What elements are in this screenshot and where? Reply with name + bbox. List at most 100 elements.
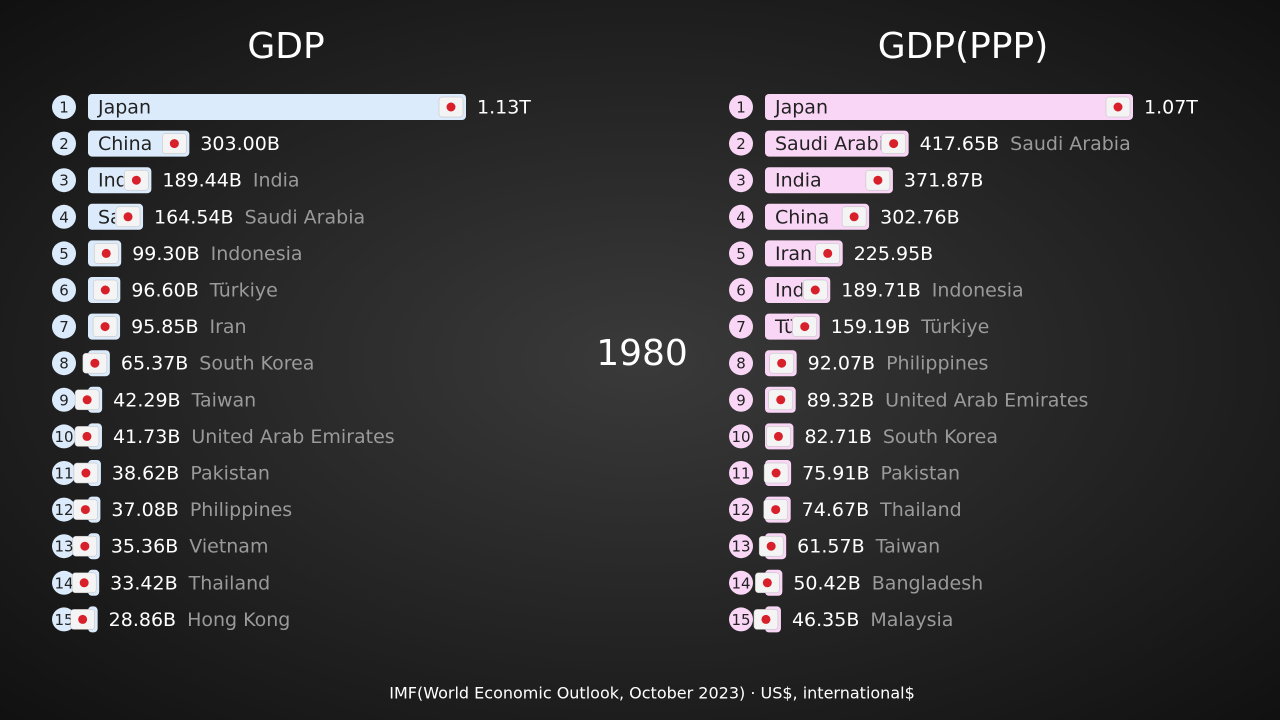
flag-emblem bbox=[90, 358, 100, 368]
value-label: 41.73B bbox=[113, 426, 180, 448]
country-name: Philippines bbox=[886, 353, 988, 375]
value-label: 159.19B bbox=[831, 316, 911, 338]
row: 5 Iran 225.95B bbox=[729, 240, 934, 267]
flag-emblem bbox=[823, 248, 833, 258]
flag-emblem bbox=[1113, 102, 1123, 112]
value-label: 95.85B bbox=[131, 316, 198, 338]
bar-label: Saudi Arabia bbox=[98, 206, 219, 228]
country-name: Pakistan bbox=[881, 463, 961, 485]
rank-badge bbox=[52, 424, 76, 449]
rank-badge bbox=[52, 387, 76, 412]
rank: 8 bbox=[736, 355, 746, 373]
flag-emblem bbox=[773, 431, 783, 441]
rank-badge bbox=[729, 95, 753, 119]
flag-emblem bbox=[82, 431, 92, 441]
row: 2 Saudi Arabia 417.65B Saudi Arabia bbox=[729, 130, 1131, 157]
flag-emblem bbox=[81, 468, 91, 478]
rank: 8 bbox=[59, 355, 69, 373]
flag-emblem bbox=[82, 395, 92, 405]
bar-label: India bbox=[775, 170, 822, 192]
value-label: 302.76B bbox=[880, 206, 960, 228]
country-name: Taiwan bbox=[875, 536, 941, 558]
value-label: 38.62B bbox=[112, 463, 179, 485]
rank: 7 bbox=[59, 318, 69, 336]
flag-emblem bbox=[123, 212, 133, 222]
country-name: Iran bbox=[210, 316, 247, 338]
flag-emblem bbox=[777, 358, 787, 368]
value-label: 1.13T bbox=[477, 97, 531, 119]
rank: 13 bbox=[54, 538, 73, 556]
bar-label: China bbox=[775, 206, 829, 228]
rank-badge bbox=[729, 168, 753, 193]
value-label: 99.30B bbox=[132, 243, 199, 265]
value-label: 35.36B bbox=[111, 536, 178, 558]
bar-label: Türkiye bbox=[774, 316, 843, 338]
rank-badge bbox=[52, 95, 76, 119]
value-label: 74.67B bbox=[802, 499, 869, 521]
rank-badge bbox=[52, 204, 76, 229]
rank-badge bbox=[52, 570, 76, 595]
country-name: Taiwan bbox=[191, 389, 257, 411]
row: 1 Japan 1.13T bbox=[52, 94, 531, 120]
country-name: Thailand bbox=[188, 572, 271, 594]
row: 3 India 189.44B India bbox=[52, 167, 300, 194]
bar-label: Japan bbox=[774, 97, 828, 119]
value-label: 1.07T bbox=[1144, 97, 1198, 119]
rank: 5 bbox=[736, 245, 746, 263]
rank-badge bbox=[729, 570, 753, 595]
flag-emblem bbox=[100, 322, 110, 332]
country-name: Türkiye bbox=[209, 280, 278, 302]
rank: 10 bbox=[54, 428, 73, 446]
value-label: 371.87B bbox=[904, 170, 984, 192]
value-label: 92.07B bbox=[808, 353, 875, 375]
bar-label: China bbox=[98, 133, 152, 155]
rank: 4 bbox=[59, 208, 69, 226]
year: 1980 bbox=[596, 333, 688, 374]
rank-badge bbox=[52, 131, 76, 156]
row: 3 India 371.87B bbox=[729, 167, 984, 194]
rank: 2 bbox=[736, 135, 746, 153]
bar bbox=[765, 94, 1133, 120]
rank: 10 bbox=[731, 428, 750, 446]
value-label: 96.60B bbox=[131, 280, 198, 302]
value-label: 417.65B bbox=[920, 133, 1000, 155]
value-label: 89.32B bbox=[807, 389, 874, 411]
value-label: 225.95B bbox=[854, 243, 934, 265]
flag-emblem bbox=[873, 175, 883, 185]
flag-emblem bbox=[889, 139, 899, 149]
rank-badge bbox=[52, 461, 76, 485]
rank-badge bbox=[52, 241, 76, 266]
value-label: 42.29B bbox=[113, 389, 180, 411]
flag-emblem bbox=[800, 322, 810, 332]
rank-badge bbox=[729, 424, 753, 449]
country-name: South Korea bbox=[199, 353, 314, 375]
rank: 7 bbox=[736, 318, 746, 336]
country-name: Pakistan bbox=[190, 463, 270, 485]
flag-emblem bbox=[810, 285, 820, 295]
value-label: 37.08B bbox=[111, 499, 178, 521]
rank: 2 bbox=[59, 135, 69, 153]
rank: 5 bbox=[59, 245, 69, 263]
chart-title: GDP(PPP) bbox=[878, 26, 1049, 67]
country-name: Hong Kong bbox=[187, 609, 290, 631]
country-name: Indonesia bbox=[211, 243, 303, 265]
flag-emblem bbox=[776, 395, 786, 405]
country-name: Vietnam bbox=[189, 536, 268, 558]
rank: 14 bbox=[731, 574, 750, 592]
rank-badge bbox=[52, 278, 76, 302]
rank: 3 bbox=[59, 172, 69, 190]
value-label: 28.86B bbox=[109, 609, 176, 631]
